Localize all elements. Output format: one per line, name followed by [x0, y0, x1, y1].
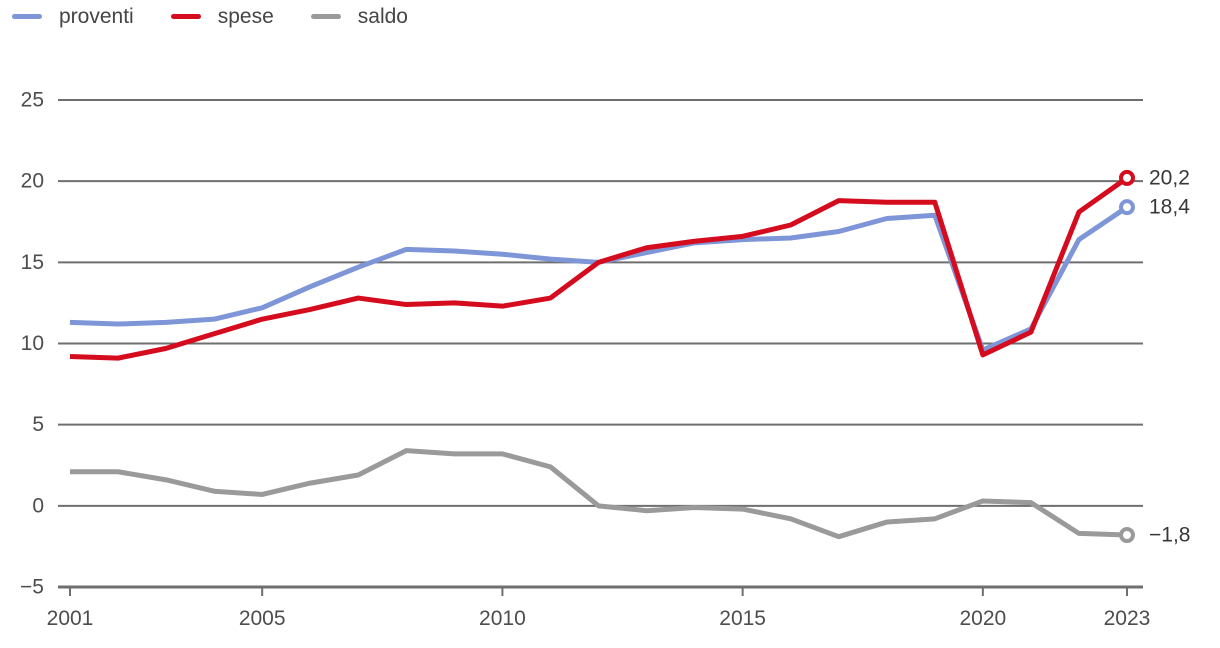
legend-swatch-spese	[170, 14, 201, 19]
series-line-saldo	[70, 448, 1128, 540]
series-end-dot-proventi	[1118, 199, 1135, 216]
legend-label: proventi	[59, 5, 134, 28]
legend-item-spese: spese	[170, 5, 274, 28]
y-axis-tick-label: 20	[21, 170, 44, 193]
series-end-dot-saldo	[1118, 527, 1135, 544]
x-axis-tick-label: 2001	[47, 607, 94, 630]
y-axis-tick-label: 10	[21, 332, 44, 355]
y-axis-tick-label: −5	[20, 576, 44, 599]
y-axis-tick-label: 15	[21, 251, 44, 274]
y-axis-tick-label: 25	[21, 89, 44, 112]
legend-item-proventi: proventi	[12, 6, 134, 27]
legend-item-saldo: saldo	[310, 5, 408, 28]
legend-swatch-saldo	[310, 14, 341, 19]
x-axis-tick-label: 2023	[1104, 607, 1151, 630]
chart-legend: proventi spese saldo	[12, 6, 408, 27]
series-end-value-saldo: −1,8	[1149, 524, 1190, 547]
y-axis-tick-label: 0	[32, 494, 44, 517]
series-end-dot-spese	[1118, 169, 1135, 186]
x-axis-tick-label: 2005	[239, 607, 286, 630]
y-axis-tick-label: 5	[32, 413, 44, 436]
series-line-spese	[69, 175, 1129, 361]
legend-label: saldo	[357, 5, 408, 28]
legend-label: spese	[217, 5, 274, 28]
x-axis-tick-label: 2015	[719, 607, 766, 630]
x-axis-tick-label: 2010	[479, 607, 526, 630]
x-axis-tick-label: 2020	[959, 607, 1006, 630]
series-end-value-proventi: 18,4	[1149, 196, 1190, 219]
series-end-value-spese: 20,2	[1149, 166, 1190, 189]
legend-swatch-proventi	[12, 14, 42, 19]
